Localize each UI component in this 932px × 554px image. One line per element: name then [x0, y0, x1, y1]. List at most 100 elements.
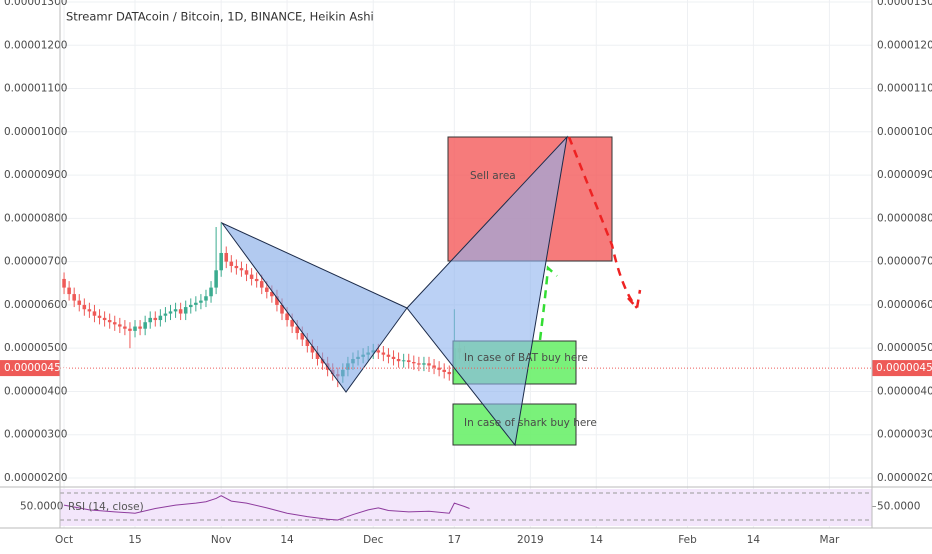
candle-body: [280, 304, 284, 314]
candle-body: [300, 333, 305, 340]
candle-body: [442, 369, 446, 372]
candle-body: [401, 360, 406, 362]
candle-body: [406, 360, 411, 363]
candle-body: [112, 322, 117, 325]
y-tick-label: 0.00001000: [877, 126, 932, 138]
candle-body: [97, 315, 102, 318]
last-price-badge: [872, 360, 932, 377]
last-price-label: 0.00000454: [876, 362, 932, 374]
candle-body: [72, 294, 76, 301]
candle-body: [102, 317, 107, 321]
candle-body: [214, 270, 218, 288]
y-tick-label: 0.00000400: [877, 385, 932, 397]
candle-body: [265, 287, 269, 292]
x-tick-label: 14: [280, 534, 294, 546]
x-tick-label: Dec: [363, 534, 384, 546]
candle-body: [67, 287, 71, 295]
candle-body: [427, 363, 431, 366]
drawings: Sell area In case of BAT buy here In cas…: [220, 135, 642, 447]
candle-body: [447, 371, 452, 375]
candle-body: [188, 304, 193, 308]
y-tick-label: 0.00001200: [877, 39, 932, 51]
y-tick-label: 0.00000800: [877, 212, 932, 224]
candle-body: [158, 315, 163, 321]
y-tick-label: 0.00001300: [4, 0, 67, 8]
candle-body: [391, 356, 396, 359]
candle-body: [412, 362, 416, 364]
pattern-triangle: [406, 135, 568, 447]
candle-body: [234, 265, 239, 269]
rsi-tick-label: 50.0000: [20, 500, 63, 512]
y-tick-label: 0.00001100: [877, 83, 932, 95]
annotation: Sell area: [470, 170, 516, 182]
x-tick-label: 14: [747, 534, 761, 546]
annotation: In case of shark buy here: [464, 417, 597, 429]
candle-body: [437, 367, 441, 370]
y-tick-label: 0.00000500: [877, 342, 932, 354]
rsi-label: RSI (14, close): [68, 501, 144, 513]
candle-body: [204, 296, 208, 301]
candle-body: [320, 358, 325, 364]
candle-body: [254, 278, 259, 282]
candle-body: [422, 363, 426, 365]
candle-body: [194, 302, 198, 305]
candle-body: [183, 307, 188, 314]
candle-body: [209, 287, 213, 297]
candle-body: [381, 352, 386, 355]
x-tick-label: Mar: [820, 534, 840, 546]
candle-body: [249, 274, 254, 279]
y-tick-label: 0.00001000: [4, 126, 67, 138]
x-tick-label: Feb: [678, 534, 697, 546]
y-tick-label: 0.00001300: [877, 0, 932, 8]
x-tick-label: Oct: [55, 534, 73, 546]
candle-body: [310, 346, 315, 353]
x-tick-label: 17: [448, 534, 461, 546]
y-tick-label: 0.00000700: [4, 256, 67, 268]
candle-body: [305, 339, 310, 347]
y-tick-label: 0.00001200: [4, 39, 67, 51]
candle-body: [153, 317, 158, 321]
x-tick-label: 2019: [517, 534, 544, 546]
candle-body: [295, 326, 299, 334]
candle-body: [87, 309, 92, 312]
candle-body: [107, 320, 112, 323]
candle-body: [224, 252, 229, 262]
candle-body: [118, 324, 122, 327]
candle-body: [82, 304, 87, 310]
candle-body: [77, 300, 82, 305]
candle-body: [143, 322, 147, 329]
y-tick-label: 0.00000900: [877, 169, 932, 181]
candle-body: [199, 300, 203, 303]
candle-body: [128, 328, 132, 331]
candle-body: [275, 296, 279, 305]
rsi-tick-label: 50.0000: [877, 500, 920, 512]
annotation: In case of BAT buy here: [464, 352, 588, 364]
candle-body: [290, 320, 294, 327]
y-tick-label: 0.00000600: [877, 299, 932, 311]
y-tick-label: 0.00000700: [877, 256, 932, 268]
candle-body: [138, 326, 142, 329]
candle-body: [417, 363, 421, 365]
candle-body: [376, 350, 381, 353]
last-price-label: 0.00000454: [4, 362, 68, 374]
candle-body: [133, 326, 137, 331]
y-tick-label: 0.00000900: [4, 169, 67, 181]
y-tick-label: 0.00000300: [877, 429, 932, 441]
candle-body: [178, 309, 183, 314]
y-tick-label: 0.00000200: [877, 472, 932, 484]
chart-title: Streamr DATAcoin / Bitcoin, 1D, BINANCE,…: [66, 10, 374, 24]
pattern-triangle: [220, 221, 408, 393]
y-tick-label: 0.00000400: [4, 385, 67, 397]
projection-down: [567, 136, 642, 311]
candle-body: [432, 365, 436, 368]
candle-body: [123, 326, 127, 329]
candle-body: [285, 313, 289, 321]
candle-body: [148, 317, 152, 323]
candle-body: [396, 358, 401, 362]
y-tick-label: 0.00000200: [4, 472, 67, 484]
candle-body: [315, 352, 320, 359]
candle-body: [386, 354, 391, 357]
rsi-line: [63, 495, 470, 521]
y-tick-label: 0.00000600: [4, 299, 67, 311]
